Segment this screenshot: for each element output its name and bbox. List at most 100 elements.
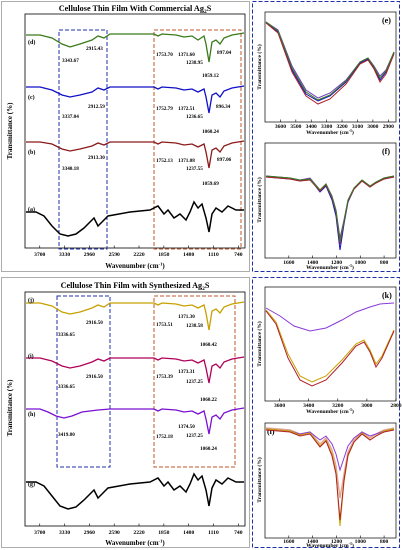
panel-k-curve-gold xyxy=(265,309,395,383)
x-tick-label: 740 xyxy=(234,252,243,258)
x-tick-label: 3000 xyxy=(367,124,378,130)
panel-k-curve-purple xyxy=(265,302,395,332)
panel-l-x-axis-label: Wavenumber (cm-1) xyxy=(306,541,354,549)
label-i: (i) xyxy=(28,353,34,360)
peak-label: 1371.60 xyxy=(178,52,195,58)
x-tick-label: 3600 xyxy=(275,124,286,130)
top-left-frame xyxy=(1,1,250,272)
top-x-ticks: 3700 3330 2960 2590 2220 1850 1480 1110 740 xyxy=(34,245,243,258)
x-tick-label: 740 xyxy=(234,530,243,536)
x-tick-label: 3200 xyxy=(336,124,347,130)
x-tick-label: 3300 xyxy=(321,124,332,130)
panel-l-x-ticks: 1600 1400 1200 1000 800 xyxy=(283,535,388,545)
peak-label: 3336.65 xyxy=(58,332,75,338)
x-tick-label: 2220 xyxy=(133,252,144,258)
peak-label: 1237.55 xyxy=(186,166,203,172)
x-tick-label: 1200 xyxy=(331,539,342,545)
panel-e-x-axis-label: Wavenumber (cm-1) xyxy=(306,128,354,136)
top-fingerprint-region-box xyxy=(153,29,242,250)
peak-label: 1372.51 xyxy=(178,106,195,112)
panel-l-y-axis-label: Transmittance (%) xyxy=(256,457,263,503)
x-tick-label: 3330 xyxy=(59,252,70,258)
peak-label: 1059.69 xyxy=(202,181,219,187)
x-tick-label: 2900 xyxy=(383,124,394,130)
x-tick-label: 3100 xyxy=(352,124,363,130)
panel-f-curve-green xyxy=(265,175,395,243)
peak-label: 1238.58 xyxy=(186,323,203,329)
peak-label: 1060.24 xyxy=(202,129,219,135)
panel-e-curve-green xyxy=(265,21,395,101)
x-tick-label: 3400 xyxy=(303,403,314,409)
x-tick-label: 3400 xyxy=(306,124,317,130)
panel-k-y-axis-label: Transmittance (%) xyxy=(256,321,263,367)
x-tick-label: 1110 xyxy=(208,530,219,536)
peak-label: 897.04 xyxy=(217,50,232,56)
panel-f-x-axis-label: Wavenumber (cm-1) xyxy=(306,263,354,271)
x-tick-label: 1400 xyxy=(307,539,318,545)
peak-label: 1237.25 xyxy=(186,433,203,439)
spectrum-b xyxy=(26,140,245,169)
top-x-axis-label: Wavenumber (cm-1) xyxy=(105,262,165,271)
peaks-h: 3419.80 1752.18 1374.50 1237.25 1060.24 xyxy=(58,424,217,452)
peak-label: 1371.08 xyxy=(178,158,195,164)
peak-label: 1374.50 xyxy=(178,424,195,430)
bottom-plot-area xyxy=(24,291,246,527)
panel-e-curve-blue xyxy=(265,21,395,102)
label-g: (g) xyxy=(28,481,35,488)
peak-label: 1373.31 xyxy=(178,369,195,375)
panel-k-curve-red xyxy=(265,310,395,387)
spectrum-c xyxy=(26,85,245,114)
panel-k-x-ticks: 3600 3400 3200 3000 2800 xyxy=(274,398,402,409)
bottom-oh-region-box xyxy=(56,295,111,468)
peak-label: 1752.79 xyxy=(156,106,173,112)
top-oh-region-box xyxy=(58,29,108,250)
panel-f-plot-area xyxy=(264,142,397,259)
bottom-right-frame xyxy=(252,277,400,548)
x-tick-label: 1480 xyxy=(183,530,194,536)
top-panel: Cellulose Thin Film With Commercial Ag2S… xyxy=(6,4,246,271)
panel-e: (e) Transmittance (%) Wavenumber (cm-1) … xyxy=(256,11,397,136)
peak-label: 3336.65 xyxy=(58,384,75,390)
x-tick-label: 3700 xyxy=(34,530,45,536)
peak-label: 1752.13 xyxy=(156,158,173,164)
x-tick-label: 1200 xyxy=(331,260,342,266)
panel-f-curve-purple xyxy=(265,175,395,239)
peak-label: 1753.51 xyxy=(156,322,173,328)
peak-label: 3340.18 xyxy=(62,166,79,172)
spectrum-g xyxy=(26,472,244,510)
x-tick-label: 3200 xyxy=(332,403,343,409)
panel-k-x-axis-label: Wavenumber (cm-1) xyxy=(306,407,354,415)
spectrum-a xyxy=(26,200,244,237)
panel-k-plot-area xyxy=(264,286,397,402)
peak-label: 3419.80 xyxy=(58,432,75,438)
label-a: (a) xyxy=(28,206,35,213)
panel-e-label: (e) xyxy=(382,16,391,25)
panel-l-curve-tan xyxy=(265,427,395,499)
label-b: (b) xyxy=(28,149,35,156)
panel-f: (f) Transmittance (%) Wavenumber (cm-1) … xyxy=(256,142,397,271)
panel-f-y-axis-label: Transmittance (%) xyxy=(256,177,263,223)
x-tick-label: 1110 xyxy=(208,252,219,258)
x-tick-label: 1000 xyxy=(355,260,366,266)
x-tick-label: 3330 xyxy=(59,530,70,536)
x-tick-label: 2590 xyxy=(109,530,120,536)
top-plot-area xyxy=(24,13,246,249)
panel-e-curve-purple xyxy=(265,21,395,99)
panel-e-plot-area xyxy=(264,11,397,123)
panel-l-label: (l) xyxy=(267,427,275,436)
peak-label: 3343.67 xyxy=(62,58,79,64)
bottom-x-axis-label: Wavenumber (cm-1) xyxy=(105,539,165,548)
peak-label: 3337.04 xyxy=(62,114,79,120)
x-tick-label: 3500 xyxy=(290,124,301,130)
top-y-axis-label: Transmittance (%) xyxy=(6,102,14,159)
peak-label: 2916.50 xyxy=(86,320,103,326)
peak-label: 1060.42 xyxy=(200,342,217,348)
x-tick-label: 1000 xyxy=(355,539,366,545)
peak-label: 896.34 xyxy=(216,104,231,110)
peaks-b: 3340.18 2913.30 1752.13 1371.08 1237.55 … xyxy=(62,155,232,187)
x-tick-label: 3000 xyxy=(361,403,372,409)
spectrum-i xyxy=(26,356,245,384)
bottom-y-axis-label: Transmittance (%) xyxy=(6,379,14,436)
peak-label: 2915.43 xyxy=(86,46,103,52)
